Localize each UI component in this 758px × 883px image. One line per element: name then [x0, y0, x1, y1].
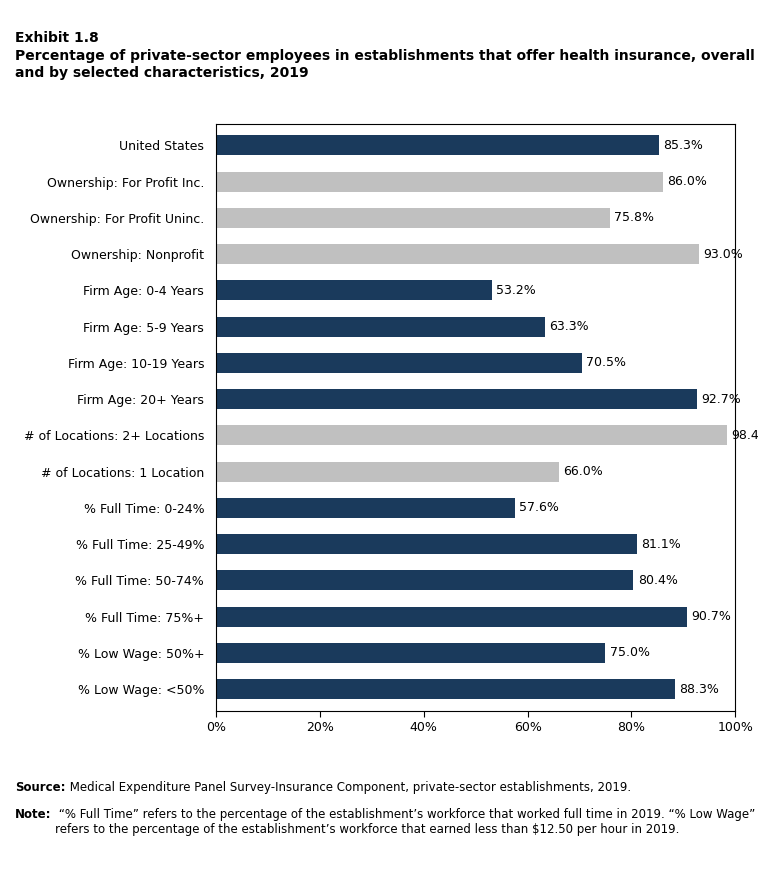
Text: 80.4%: 80.4% [637, 574, 678, 587]
Text: 92.7%: 92.7% [701, 393, 741, 405]
Bar [216, 534, 637, 554]
Bar [216, 462, 559, 481]
Text: Exhibit 1.8: Exhibit 1.8 [15, 31, 99, 45]
Bar [216, 389, 697, 409]
Text: 70.5%: 70.5% [586, 357, 626, 369]
Text: 88.3%: 88.3% [678, 683, 719, 696]
Text: 53.2%: 53.2% [496, 283, 536, 297]
Bar [216, 353, 582, 373]
Text: 75.0%: 75.0% [609, 646, 650, 660]
Text: Medical Expenditure Panel Survey-Insurance Component, private-sector establishme: Medical Expenditure Panel Survey-Insuran… [66, 781, 631, 795]
Text: 86.0%: 86.0% [667, 175, 706, 188]
Text: 93.0%: 93.0% [703, 247, 743, 260]
Bar [216, 570, 634, 591]
Bar [216, 208, 609, 228]
Bar [216, 498, 515, 517]
Bar [216, 607, 687, 627]
Text: 63.3%: 63.3% [549, 321, 588, 333]
Text: “% Full Time” refers to the percentage of the establishment’s workforce that wor: “% Full Time” refers to the percentage o… [55, 808, 755, 836]
Text: 66.0%: 66.0% [563, 465, 603, 478]
Text: 90.7%: 90.7% [691, 610, 731, 623]
Text: 57.6%: 57.6% [519, 502, 559, 514]
Text: Source:: Source: [15, 781, 66, 795]
Bar [216, 643, 606, 663]
Text: Note:: Note: [15, 808, 52, 821]
Text: 98.4%: 98.4% [731, 429, 758, 442]
Bar [216, 281, 492, 300]
Bar [216, 426, 727, 445]
Text: Percentage of private-sector employees in establishments that offer health insur: Percentage of private-sector employees i… [15, 49, 755, 79]
Bar [216, 679, 675, 699]
Bar [216, 244, 699, 264]
Bar [216, 171, 662, 192]
Text: 85.3%: 85.3% [663, 139, 703, 152]
Bar [216, 317, 545, 336]
Bar [216, 135, 659, 155]
Text: 81.1%: 81.1% [641, 538, 681, 551]
Text: 75.8%: 75.8% [614, 211, 653, 224]
